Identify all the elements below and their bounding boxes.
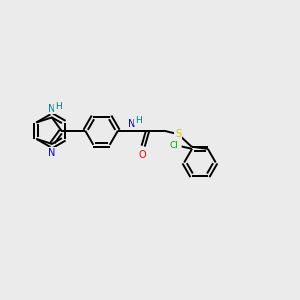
Text: S: S xyxy=(175,129,181,139)
Text: O: O xyxy=(139,150,146,160)
Text: N: N xyxy=(48,103,56,114)
Text: H: H xyxy=(55,102,62,111)
Text: Cl: Cl xyxy=(170,141,179,150)
Text: N: N xyxy=(48,148,56,158)
Text: H: H xyxy=(135,116,142,125)
Text: N: N xyxy=(128,118,136,129)
